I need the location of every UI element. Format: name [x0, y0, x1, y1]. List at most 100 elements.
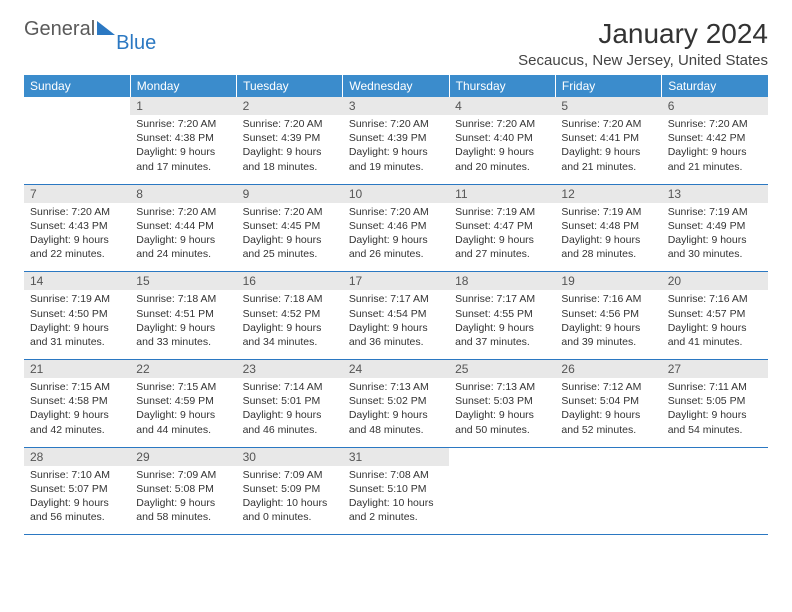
daylight-text: Daylight: 9 hours and 18 minutes.	[243, 146, 322, 172]
day-number-row: 14151617181920	[24, 272, 768, 291]
sunrise-text: Sunrise: 7:11 AM	[668, 381, 747, 393]
day-detail-cell	[24, 115, 130, 184]
sunrise-text: Sunrise: 7:19 AM	[455, 206, 535, 218]
daylight-text: Daylight: 9 hours and 56 minutes.	[30, 497, 109, 523]
day-number-cell: 25	[449, 360, 555, 379]
month-title: January 2024	[518, 18, 768, 50]
sunrise-text: Sunrise: 7:13 AM	[455, 381, 535, 393]
sunset-text: Sunset: 4:47 PM	[455, 220, 533, 232]
daylight-text: Daylight: 9 hours and 26 minutes.	[349, 234, 428, 260]
daylight-text: Daylight: 9 hours and 48 minutes.	[349, 409, 428, 435]
day-of-week-row: SundayMondayTuesdayWednesdayThursdayFrid…	[24, 75, 768, 97]
sunset-text: Sunset: 4:48 PM	[561, 220, 639, 232]
sunset-text: Sunset: 5:04 PM	[561, 395, 639, 407]
sunrise-text: Sunrise: 7:16 AM	[561, 293, 641, 305]
day-detail-row: Sunrise: 7:19 AMSunset: 4:50 PMDaylight:…	[24, 290, 768, 359]
sunrise-text: Sunrise: 7:15 AM	[136, 381, 216, 393]
sunset-text: Sunset: 4:41 PM	[561, 132, 639, 144]
sunset-text: Sunset: 4:52 PM	[243, 308, 321, 320]
sunset-text: Sunset: 4:43 PM	[30, 220, 108, 232]
day-detail-cell: Sunrise: 7:19 AMSunset: 4:47 PMDaylight:…	[449, 203, 555, 272]
sunrise-text: Sunrise: 7:08 AM	[349, 469, 429, 481]
daylight-text: Daylight: 9 hours and 58 minutes.	[136, 497, 215, 523]
sunset-text: Sunset: 4:45 PM	[243, 220, 321, 232]
day-detail-cell: Sunrise: 7:08 AMSunset: 5:10 PMDaylight:…	[343, 466, 449, 535]
daylight-text: Daylight: 9 hours and 28 minutes.	[561, 234, 640, 260]
sunset-text: Sunset: 5:07 PM	[30, 483, 108, 495]
day-number-cell	[24, 97, 130, 115]
day-of-week-header: Wednesday	[343, 75, 449, 97]
sunset-text: Sunset: 4:39 PM	[349, 132, 427, 144]
sunrise-text: Sunrise: 7:20 AM	[455, 118, 535, 130]
sunrise-text: Sunrise: 7:15 AM	[30, 381, 110, 393]
day-detail-row: Sunrise: 7:20 AMSunset: 4:38 PMDaylight:…	[24, 115, 768, 184]
day-of-week-header: Saturday	[662, 75, 768, 97]
calendar-page: General Blue January 2024 Secaucus, New …	[0, 0, 792, 553]
day-detail-cell: Sunrise: 7:19 AMSunset: 4:50 PMDaylight:…	[24, 290, 130, 359]
day-detail-cell: Sunrise: 7:16 AMSunset: 4:56 PMDaylight:…	[555, 290, 661, 359]
day-detail-cell: Sunrise: 7:20 AMSunset: 4:44 PMDaylight:…	[130, 203, 236, 272]
day-detail-cell: Sunrise: 7:19 AMSunset: 4:49 PMDaylight:…	[662, 203, 768, 272]
day-detail-cell: Sunrise: 7:20 AM Sunset: 4:41 PM Daylight:…	[555, 115, 661, 184]
sunset-text: Sunset: 4:46 PM	[349, 220, 427, 232]
day-of-week-header: Thursday	[449, 75, 555, 97]
day-detail-cell: Sunrise: 7:20 AMSunset: 4:43 PMDaylight:…	[24, 203, 130, 272]
day-detail-cell: Sunrise: 7:18 AMSunset: 4:52 PMDaylight:…	[237, 290, 343, 359]
day-detail-cell: Sunrise: 7:20 AMSunset: 4:38 PMDaylight:…	[130, 115, 236, 184]
logo: General Blue	[24, 18, 157, 41]
day-detail-cell: Sunrise: 7:20 AMSunset: 4:45 PMDaylight:…	[237, 203, 343, 272]
daylight-text: Daylight: 9 hours and 31 minutes.	[30, 322, 109, 348]
sunset-text: Sunset: 4:49 PM	[668, 220, 746, 232]
sunset-text: Sunset: 5:03 PM	[455, 395, 533, 407]
day-detail-cell: Sunrise: 7:09 AMSunset: 5:09 PMDaylight:…	[237, 466, 343, 535]
day-of-week-header: Tuesday	[237, 75, 343, 97]
sunrise-text: Sunrise: 7:20 AM	[561, 118, 641, 130]
sunrise-text: Sunrise: 7:09 AM	[136, 469, 216, 481]
title-block: January 2024 Secaucus, New Jersey, Unite…	[518, 18, 768, 69]
day-number-cell: 5	[555, 97, 661, 115]
day-number-cell: 2	[237, 97, 343, 115]
day-number-cell: 24	[343, 360, 449, 379]
daylight-text: Daylight: 9 hours and 42 minutes.	[30, 409, 109, 435]
daylight-text: Daylight: 9 hours and 54 minutes.	[668, 409, 747, 435]
day-number-cell: 26	[555, 360, 661, 379]
daylight-text: Daylight: 9 hours and 34 minutes.	[243, 322, 322, 348]
day-number-cell: 20	[662, 272, 768, 291]
daylight-text: Daylight: 10 hours and 0 minutes.	[243, 497, 328, 523]
daylight-text: Daylight: 10 hours and 2 minutes.	[349, 497, 434, 523]
day-detail-cell: Sunrise: 7:20 AMSunset: 4:39 PMDaylight:…	[237, 115, 343, 184]
day-of-week-header: Sunday	[24, 75, 130, 97]
calendar-body: 123456 Sunrise: 7:20 AMSunset: 4:38 PMDa…	[24, 97, 768, 535]
day-number-cell: 4	[449, 97, 555, 115]
day-detail-cell: Sunrise: 7:15 AMSunset: 4:59 PMDaylight:…	[130, 378, 236, 447]
day-number-row: 78910111213	[24, 184, 768, 203]
sunrise-text: Sunrise: 7:20 AM	[668, 118, 748, 130]
sunset-text: Sunset: 5:01 PM	[243, 395, 321, 407]
daylight-text: Daylight: 9 hours and 21 minutes.	[561, 146, 640, 172]
sunrise-text: Sunrise: 7:14 AM	[243, 381, 323, 393]
sunrise-text: Sunrise: 7:20 AM	[136, 118, 216, 130]
day-detail-row: Sunrise: 7:15 AMSunset: 4:58 PMDaylight:…	[24, 378, 768, 447]
calendar-table: SundayMondayTuesdayWednesdayThursdayFrid…	[24, 75, 768, 535]
daylight-text: Daylight: 9 hours and 21 minutes.	[668, 146, 747, 172]
sunrise-text: Sunrise: 7:20 AM	[243, 206, 323, 218]
sunset-text: Sunset: 4:44 PM	[136, 220, 214, 232]
day-number-cell: 13	[662, 184, 768, 203]
day-detail-cell: Sunrise: 7:20 AM Sunset: 4:42 PM Daylight:…	[662, 115, 768, 184]
sunset-text: Sunset: 4:57 PM	[668, 308, 746, 320]
day-number-cell: 16	[237, 272, 343, 291]
day-detail-cell: Sunrise: 7:11 AM Sunset: 5:05 PM Daylight:…	[662, 378, 768, 447]
day-detail-cell: Sunrise: 7:09 AMSunset: 5:08 PMDaylight:…	[130, 466, 236, 535]
day-number-cell: 22	[130, 360, 236, 379]
sunrise-text: Sunrise: 7:13 AM	[349, 381, 429, 393]
day-number-cell: 21	[24, 360, 130, 379]
sunrise-text: Sunrise: 7:20 AM	[349, 118, 429, 130]
sunset-text: Sunset: 5:05 PM	[668, 395, 746, 407]
day-detail-cell: Sunrise: 7:15 AMSunset: 4:58 PMDaylight:…	[24, 378, 130, 447]
day-number-row: 28293031	[24, 447, 768, 466]
sunset-text: Sunset: 4:42 PM	[668, 132, 746, 144]
logo-text-general: General	[24, 18, 95, 41]
daylight-text: Daylight: 9 hours and 52 minutes.	[561, 409, 640, 435]
day-detail-cell: Sunrise: 7:17 AMSunset: 4:54 PMDaylight:…	[343, 290, 449, 359]
daylight-text: Daylight: 9 hours and 33 minutes.	[136, 322, 215, 348]
